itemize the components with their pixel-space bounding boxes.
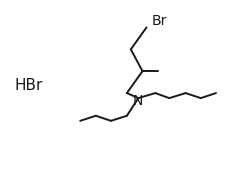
Text: Br: Br (152, 14, 167, 28)
Text: HBr: HBr (14, 78, 42, 93)
Text: N: N (133, 95, 143, 108)
